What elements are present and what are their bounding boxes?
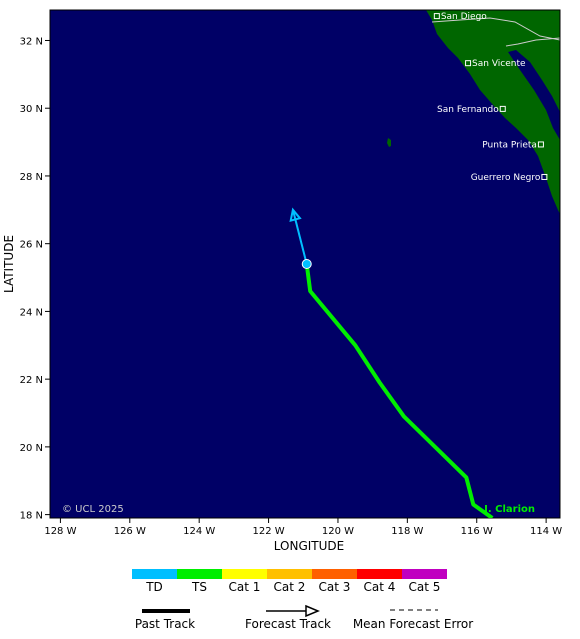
past-track-line (304, 263, 494, 518)
y-tick-label: 30 N (20, 104, 43, 115)
x-axis-title: LONGITUDE (274, 539, 344, 553)
city-marker (537, 141, 544, 148)
y-tick-label: 28 N (20, 172, 43, 183)
legend-category-label: TD (145, 580, 163, 594)
x-tick-label: 116 W (461, 526, 493, 537)
plot-frame (49, 9, 561, 519)
city-markers: San Diego San Vicente San Fernando Punta Pr… (433, 12, 548, 183)
city-marker (465, 60, 472, 67)
x-tick-label: 118 W (391, 526, 423, 537)
category-legend: TD TS Cat 1 Cat 2 Cat 3 Cat 4 Cat 5 (132, 569, 447, 594)
copyright-text: © UCL 2025 (62, 504, 124, 515)
legend-category-label: Cat 1 (229, 580, 261, 594)
legend-swatch (177, 569, 222, 579)
city-label: Guerrero Negro (471, 173, 541, 183)
x-axis-ticks: 128 W 126 W 124 W 122 W 120 W 118 W 116 W 114 W (44, 518, 562, 537)
city-label: San Diego (441, 12, 487, 22)
current-position-marker (301, 259, 312, 269)
legend-swatch (132, 569, 177, 579)
city-label: San Fernando (437, 105, 499, 115)
legend-swatch (312, 569, 357, 579)
city-marker (433, 13, 440, 20)
city-marker (499, 105, 506, 112)
y-tick-label: 20 N (20, 443, 43, 454)
legend-swatch (357, 569, 402, 579)
x-tick-label: 114 W (530, 526, 562, 537)
legend-category-label: Cat 4 (364, 580, 396, 594)
track-legend: Past Track Forecast Track Mean Forecast … (135, 604, 473, 631)
legend-category-label: TS (191, 580, 207, 594)
y-tick-label: 22 N (20, 375, 43, 386)
y-tick-label: 26 N (20, 240, 43, 251)
y-tick-label: 24 N (20, 307, 43, 318)
land-island (387, 138, 391, 147)
forecast-arrow-head (289, 207, 302, 222)
legend-category-label: Cat 5 (409, 580, 441, 594)
city-label: Punta Prieta (482, 140, 537, 150)
state-border (505, 37, 560, 47)
x-tick-label: 124 W (183, 526, 215, 537)
storm-name-label: I. Clarion (484, 504, 535, 515)
y-tick-label: 32 N (20, 36, 43, 47)
city-label: San Vicente (472, 59, 526, 69)
x-tick-label: 128 W (44, 526, 76, 537)
mean-error-legend-label: Mean Forecast Error (353, 617, 473, 631)
x-tick-label: 122 W (252, 526, 284, 537)
past-track-legend-label: Past Track (135, 617, 195, 631)
y-axis-ticks: 32 N 30 N 28 N 26 N 24 N 22 N 20 N 18 N (20, 36, 50, 522)
forecast-track-legend-arrow (305, 604, 320, 618)
forecast-track-legend-label: Forecast Track (245, 617, 331, 631)
y-axis-title: LATITUDE (2, 235, 16, 293)
city-marker (541, 173, 548, 180)
us-mexico-border (431, 17, 560, 41)
x-tick-label: 126 W (114, 526, 146, 537)
gulf-of-california (508, 50, 560, 140)
y-tick-label: 18 N (20, 511, 43, 522)
legend-category-label: Cat 2 (274, 580, 306, 594)
legend-swatch (267, 569, 312, 579)
legend-swatch (222, 569, 267, 579)
legend-category-label: Cat 3 (319, 580, 351, 594)
x-tick-label: 120 W (322, 526, 354, 537)
legend-swatch (402, 569, 447, 579)
